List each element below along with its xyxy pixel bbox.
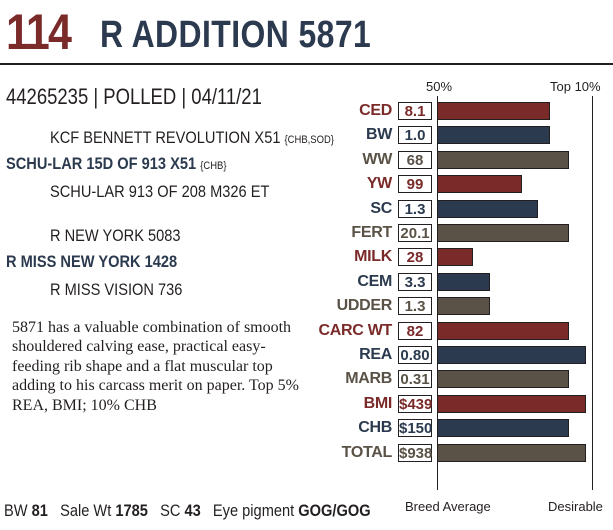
pedigree-sire: SCHU-LAR 15D OF 913 X51 {CHB}	[6, 154, 226, 176]
eye-pigment-value: GOG/GOG	[298, 501, 371, 520]
bar-rea	[437, 346, 586, 364]
pedigree-sire-name: SCHU-LAR 15D OF 913 X51	[6, 154, 197, 173]
bar-milk	[437, 248, 473, 267]
registration-line: 44265235 | POLLED | 04/11/21	[6, 84, 262, 109]
trait-value-cem: 3.3	[398, 272, 432, 291]
pedigree-dam-dam-name: R MISS VISION 736	[50, 280, 183, 299]
sc-value: 43	[184, 501, 201, 520]
trait-label-ww: WW	[362, 150, 392, 168]
bar-fert	[437, 224, 569, 242]
trait-label-cem: CEM	[357, 272, 392, 290]
trait-label-sc: SC	[370, 199, 392, 217]
footer-stats: BW 81 Sale Wt 1785 SC 43 Eye pigment GOG…	[4, 500, 371, 522]
pedigree-sire-note: {CHB}	[200, 160, 227, 172]
bar-yw	[437, 175, 522, 194]
pedigree-sire-sire-name: KCF BENNETT REVOLUTION X51	[50, 128, 281, 147]
pedigree-dam-dam: R MISS VISION 736	[50, 280, 182, 300]
trait-value-udder: 1.3	[398, 297, 432, 316]
bar-cem	[437, 272, 490, 291]
trait-value-bmi: $439	[398, 394, 433, 413]
eye-pigment-label: Eye pigment	[212, 501, 295, 520]
trait-value-ced: 8.1	[398, 102, 432, 120]
pedigree-sire-dam-name: SCHU-LAR 913 OF 208 M326 ET	[50, 182, 270, 201]
bar-bmi	[437, 394, 586, 413]
trait-label-bmi: BMI	[363, 394, 393, 412]
header-rule	[0, 63, 613, 65]
trait-value-total: $938	[398, 443, 433, 462]
gridline-baseline	[437, 96, 438, 490]
trait-value-rea: 0.80	[398, 346, 432, 364]
bar-udder	[437, 297, 490, 316]
trait-label-carc-wt: CARC WT	[318, 321, 393, 339]
description: 5871 has a valuable combination of smoot…	[12, 319, 299, 414]
animal-name: R ADDITION 5871	[100, 14, 372, 56]
trait-value-fert: 20.1	[398, 224, 432, 242]
trait-label-marb: MARB	[345, 370, 392, 388]
trait-value-yw: 99	[398, 175, 432, 194]
trait-value-marb: 0.31	[398, 370, 432, 389]
bar-chb	[437, 419, 569, 438]
trait-value-sc: 1.3	[398, 199, 432, 218]
trait-value-milk: 28	[398, 248, 432, 267]
pedigree-sire-sire: KCF BENNETT REVOLUTION X51 {CHB,SOD}	[50, 128, 334, 150]
bw-label: BW	[4, 501, 28, 520]
bar-carc-wt	[437, 321, 569, 340]
trait-value-bw: 1.0	[398, 126, 432, 145]
pedigree-dam: R MISS NEW YORK 1428	[6, 252, 177, 272]
bar-ced	[437, 102, 550, 120]
sc-label: SC	[160, 501, 181, 520]
bar-ww	[437, 150, 569, 169]
bw-value: 81	[31, 501, 48, 520]
trait-label-yw: YW	[366, 175, 392, 193]
bar-marb	[437, 370, 569, 389]
pedigree-dam-name: R MISS NEW YORK 1428	[6, 252, 178, 271]
pedigree-dam-sire-name: R NEW YORK 5083	[50, 226, 181, 245]
trait-label-milk: MILK	[354, 248, 392, 266]
trait-label-fert: FERT	[351, 224, 392, 241]
sale-wt-label: Sale Wt	[60, 501, 112, 520]
axis-label-desirable: Desirable	[548, 499, 603, 514]
trait-label-total: TOTAL	[341, 443, 393, 461]
sale-wt-value: 1785	[115, 501, 148, 520]
trait-value-chb: $150	[398, 419, 433, 438]
pedigree-sire-sire-note: {CHB,SOD}	[284, 134, 334, 146]
trait-label-udder: UDDER	[336, 297, 393, 315]
header: 114 R ADDITION 5871	[0, 0, 613, 66]
trait-label-rea: REA	[359, 346, 392, 363]
scale-label-50: 50%	[426, 79, 453, 94]
lot-number: 114	[6, 4, 72, 60]
trait-value-carc-wt: 82	[398, 321, 432, 340]
trait-label-chb: CHB	[358, 419, 392, 437]
bar-sc	[437, 199, 538, 218]
gridline-max	[592, 96, 593, 490]
bar-bw	[437, 126, 550, 145]
trait-label-bw: BW	[365, 126, 392, 144]
scale-label-top10: Top 10%	[550, 79, 601, 94]
bar-total	[437, 443, 586, 462]
pedigree-dam-sire: R NEW YORK 5083	[50, 226, 181, 246]
axis-label-breed-average: Breed Average	[405, 499, 491, 514]
trait-value-ww: 68	[398, 150, 432, 169]
pedigree-sire-dam: SCHU-LAR 913 OF 208 M326 ET	[50, 182, 269, 202]
trait-label-ced: CED	[359, 102, 392, 119]
